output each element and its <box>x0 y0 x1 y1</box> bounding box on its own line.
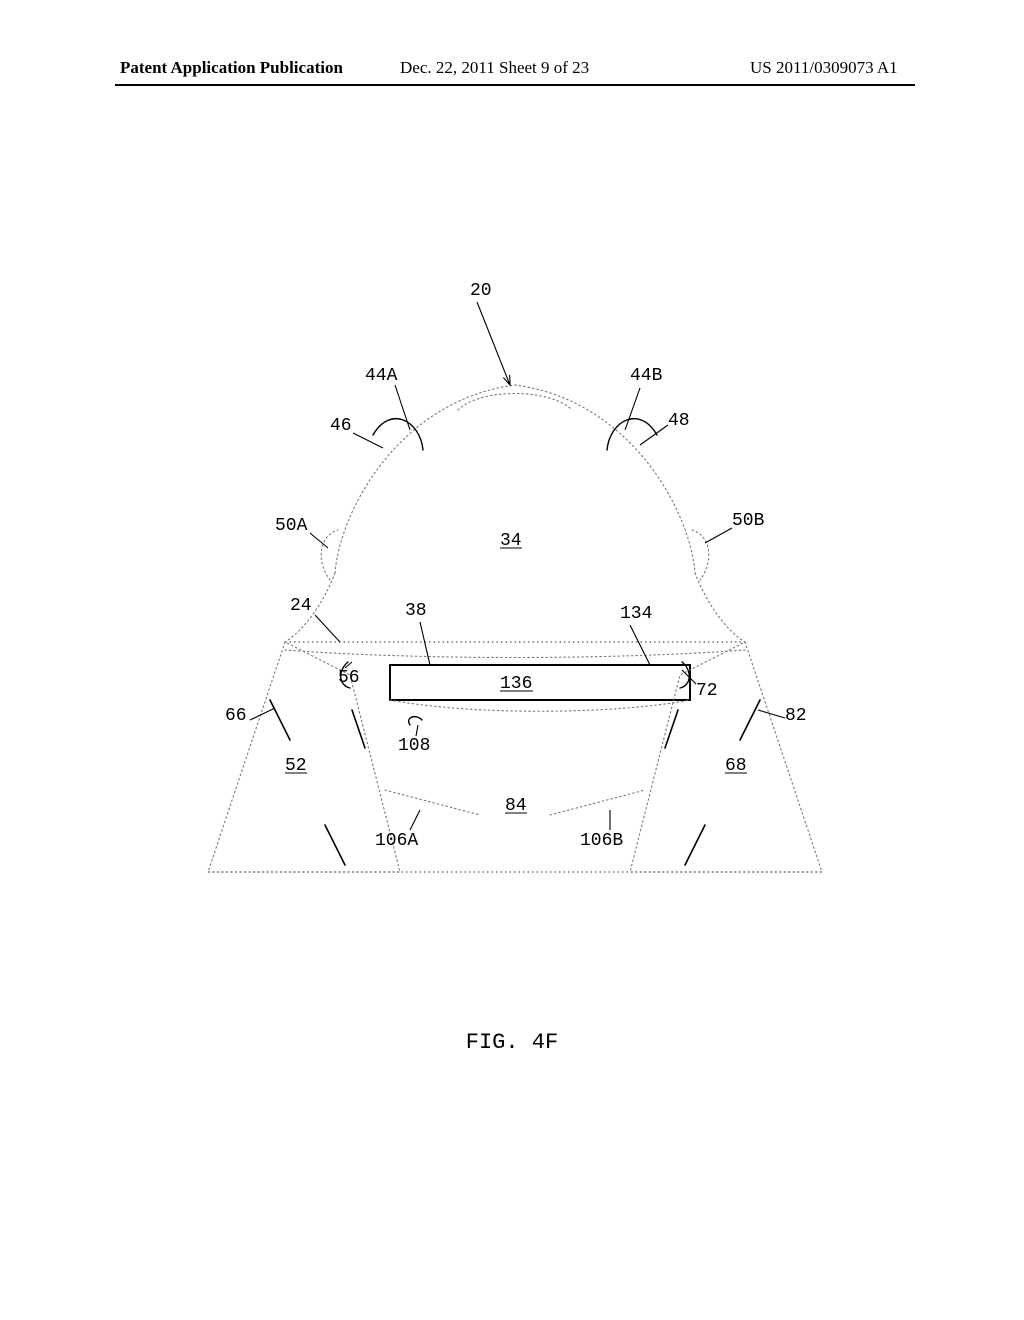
figure-svg: 2044A44B464850A50B3424381345672136668210… <box>120 270 910 920</box>
svg-text:66: 66 <box>225 706 247 726</box>
figure-caption: FIG. 4F <box>0 1030 1024 1055</box>
svg-text:50B: 50B <box>732 511 765 531</box>
svg-text:38: 38 <box>405 601 427 621</box>
svg-text:56: 56 <box>338 668 360 688</box>
svg-text:134: 134 <box>620 604 652 624</box>
patent-figure: 2044A44B464850A50B3424381345672136668210… <box>120 270 910 920</box>
svg-text:106A: 106A <box>375 831 418 851</box>
svg-text:50A: 50A <box>275 516 308 536</box>
header-date-sheet: Dec. 22, 2011 Sheet 9 of 23 <box>400 58 589 78</box>
header-publication: Patent Application Publication <box>120 58 343 78</box>
svg-text:106B: 106B <box>580 831 623 851</box>
svg-text:24: 24 <box>290 596 312 616</box>
svg-text:82: 82 <box>785 706 807 726</box>
svg-text:108: 108 <box>398 736 430 756</box>
svg-text:20: 20 <box>470 281 492 301</box>
svg-text:72: 72 <box>696 681 718 701</box>
svg-text:44B: 44B <box>630 366 663 386</box>
header-pub-number: US 2011/0309073 A1 <box>750 58 898 78</box>
header-rule <box>115 84 915 86</box>
svg-text:44A: 44A <box>365 366 398 386</box>
svg-text:46: 46 <box>330 416 352 436</box>
svg-text:48: 48 <box>668 411 690 431</box>
